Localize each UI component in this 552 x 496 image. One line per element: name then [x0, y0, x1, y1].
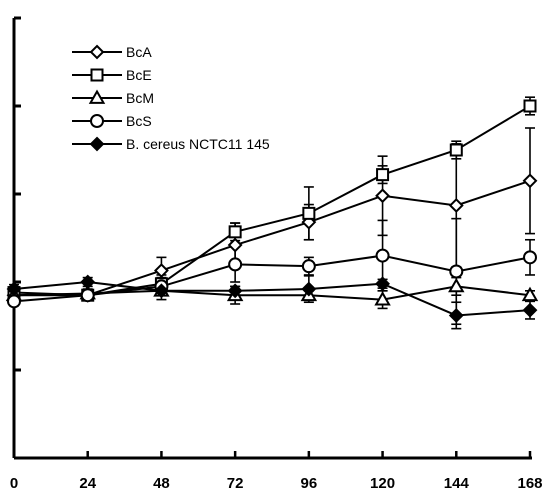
point-0-3: [227, 237, 243, 253]
point-0-5: [375, 188, 390, 204]
point-3-3: [228, 257, 243, 272]
legend: BcA BcE BcM BcS B. cereus NCTC11 145: [72, 44, 270, 152]
point-1-7: [523, 99, 537, 113]
point-0-2: [154, 263, 169, 278]
legend-marker-2: [88, 89, 106, 104]
point-4-1: [80, 274, 96, 290]
point-3-6: [449, 264, 464, 279]
x-tick-label-6: 144: [444, 475, 470, 492]
point-3-0: [7, 294, 21, 309]
point-3-1: [80, 288, 95, 303]
legend-item-3: BcS: [72, 113, 152, 129]
legend-item-0: BcA: [72, 44, 152, 60]
x-tick-label-7: 168: [517, 475, 542, 492]
point-3-7: [523, 250, 537, 265]
legend-marker-0: [89, 44, 105, 60]
legend-label-0: BcA: [126, 44, 152, 60]
legend-item-2: BcM: [72, 89, 154, 106]
point-3-5: [375, 248, 390, 263]
x-tick-label-1: 24: [79, 475, 96, 492]
point-4-7: [522, 302, 538, 318]
axes: 0 24 48 72 96 120 144 168: [10, 16, 543, 492]
point-4-3: [227, 283, 243, 299]
legend-marker-3: [90, 114, 104, 128]
legend-label-3: BcS: [126, 113, 152, 129]
point-2-5: [374, 291, 391, 306]
series-markers: [5, 99, 539, 323]
x-tick-label-5: 120: [370, 475, 395, 492]
legend-marker-1: [90, 68, 104, 82]
legend-item-4: B. cereus NCTC11 145: [72, 136, 270, 152]
legend-label-2: BcM: [126, 90, 154, 106]
point-4-4: [301, 281, 317, 297]
series-lines: [13, 105, 531, 317]
x-tick-label-3: 72: [227, 475, 244, 492]
legend-label-4: B. cereus NCTC11 145: [126, 136, 270, 152]
point-4-0: [6, 281, 22, 297]
legend-marker-4: [89, 136, 105, 152]
x-tick-label-4: 96: [301, 475, 318, 492]
point-1-3: [228, 225, 242, 239]
series-line-3: [13, 254, 531, 303]
x-tick-label-0: 0: [10, 475, 18, 492]
point-1-6: [449, 143, 463, 157]
point-0-7: [522, 173, 538, 189]
series-line-4: [13, 280, 531, 317]
point-2-7: [521, 286, 539, 302]
point-2-6: [448, 277, 465, 293]
x-tick-label-2: 48: [153, 475, 170, 492]
point-4-2: [154, 283, 169, 299]
legend-label-1: BcE: [126, 67, 152, 83]
series-line-0: [14, 179, 531, 297]
point-1-5: [376, 168, 390, 182]
point-0-6: [448, 198, 464, 213]
point-4-6: [448, 308, 464, 323]
legend-item-1: BcE: [72, 67, 152, 83]
point-4-5: [375, 276, 390, 292]
point-3-4: [301, 259, 316, 274]
point-1-4: [302, 206, 316, 220]
